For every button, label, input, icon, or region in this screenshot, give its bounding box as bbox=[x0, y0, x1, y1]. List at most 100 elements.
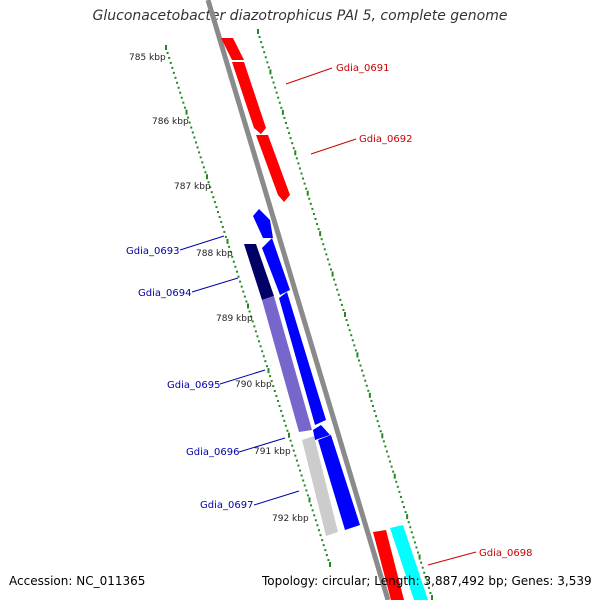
scale-dot bbox=[316, 524, 319, 527]
scale-dot bbox=[239, 280, 242, 283]
scale-dot bbox=[323, 248, 326, 251]
scale-dot bbox=[395, 480, 398, 483]
scale-dot bbox=[317, 529, 320, 532]
scale-dot bbox=[295, 157, 298, 160]
scale-dot bbox=[385, 450, 388, 453]
gene-gdia-0693[interactable] bbox=[253, 209, 273, 238]
scale-dot bbox=[223, 230, 226, 233]
scale-dot bbox=[284, 121, 287, 124]
scale-dot bbox=[371, 404, 374, 407]
scale-dot bbox=[234, 265, 237, 268]
scale-tick bbox=[308, 497, 311, 503]
scale-dot bbox=[190, 126, 193, 129]
gene-gdia-0697[interactable] bbox=[302, 436, 338, 536]
scale-dot bbox=[423, 571, 426, 574]
accession-label: Accession: NC_011365 bbox=[9, 574, 146, 588]
scale-dot bbox=[426, 581, 429, 584]
scale-tick bbox=[247, 303, 249, 309]
scale-tick bbox=[393, 473, 396, 479]
scale-dot bbox=[322, 544, 325, 547]
scale-dot bbox=[373, 410, 376, 413]
scale-dot bbox=[212, 196, 215, 199]
gene-gdia-0697-forward[interactable] bbox=[318, 435, 360, 530]
gene-gdia-0694-forward[interactable] bbox=[262, 238, 290, 295]
scale-dot bbox=[427, 586, 430, 589]
gene-label-gdia-0695[interactable]: Gdia_0695 bbox=[167, 380, 220, 391]
scale-dot bbox=[354, 349, 357, 352]
scale-dot bbox=[180, 96, 183, 99]
gene-gdia-0691-segment-b[interactable] bbox=[232, 62, 266, 134]
scale-dot bbox=[207, 181, 210, 184]
tick-label-789: 789 kbp bbox=[216, 314, 253, 324]
scale-dot bbox=[277, 96, 280, 99]
scale-dot bbox=[297, 464, 300, 467]
scale-tick bbox=[226, 238, 229, 244]
scale-dot bbox=[362, 374, 365, 377]
gene-gdia-0695[interactable] bbox=[262, 296, 312, 432]
scale-dot bbox=[176, 81, 179, 84]
scale-dot bbox=[306, 494, 309, 497]
scale-dot bbox=[209, 186, 212, 189]
gene-gdia-0694[interactable] bbox=[244, 244, 274, 300]
scale-dot bbox=[292, 147, 295, 150]
scale-dot bbox=[204, 171, 207, 174]
scale-dot bbox=[326, 258, 329, 261]
tick-label-790: 790 kbp bbox=[235, 380, 272, 390]
scale-dot bbox=[199, 156, 202, 159]
scale-tick bbox=[418, 554, 421, 560]
scale-dot bbox=[316, 223, 319, 226]
leader-gdia-0696 bbox=[238, 437, 286, 453]
gene-gdia-0692[interactable] bbox=[256, 135, 290, 202]
gene-gdia-0698-cyan[interactable] bbox=[390, 525, 428, 600]
scale-tick bbox=[267, 368, 270, 374]
scale-dot bbox=[312, 212, 315, 215]
scale-dot bbox=[254, 330, 257, 333]
scale-dot bbox=[237, 275, 240, 278]
scale-dot bbox=[240, 285, 243, 288]
scale-dot bbox=[258, 340, 261, 343]
scale-dot bbox=[401, 500, 404, 503]
gene-label-gdia-0692[interactable]: Gdia_0692 bbox=[359, 134, 412, 145]
scale-dot bbox=[337, 293, 340, 296]
scale-dot bbox=[194, 141, 197, 144]
scale-dot bbox=[298, 167, 301, 170]
gene-label-gdia-0694[interactable]: Gdia_0694 bbox=[138, 288, 191, 299]
scale-dot bbox=[351, 339, 354, 342]
gene-label-gdia-0696[interactable]: Gdia_0696 bbox=[186, 447, 239, 458]
scale-dot bbox=[367, 389, 370, 392]
gene-label-gdia-0697[interactable]: Gdia_0697 bbox=[200, 500, 253, 511]
gene-label-gdia-0691[interactable]: Gdia_0691 bbox=[336, 63, 389, 74]
gene-gdia-0695-forward[interactable] bbox=[279, 292, 326, 425]
scale-dot bbox=[382, 440, 385, 443]
scale-dot bbox=[421, 566, 424, 569]
gene-gdia-0691-segment-a[interactable] bbox=[221, 38, 244, 60]
scale-dot bbox=[396, 485, 399, 488]
scale-dot bbox=[399, 495, 402, 498]
scale-dot bbox=[267, 66, 270, 69]
scale-dot bbox=[379, 430, 382, 433]
scale-dot bbox=[217, 211, 220, 214]
scale-dot bbox=[243, 295, 246, 298]
scale-dot bbox=[166, 51, 169, 54]
scale-dot bbox=[259, 345, 262, 348]
scale-dot bbox=[314, 519, 317, 522]
scale-dot bbox=[365, 384, 368, 387]
genome-backbone bbox=[205, 0, 391, 600]
scale-dot bbox=[266, 61, 269, 64]
scale-dot bbox=[303, 484, 306, 487]
scale-dot bbox=[339, 298, 342, 301]
scale-tick bbox=[356, 352, 359, 358]
gene-gdia-0698[interactable] bbox=[373, 530, 404, 600]
gene-label-gdia-0693[interactable]: Gdia_0693 bbox=[126, 246, 179, 257]
gene-label-gdia-0698[interactable]: Gdia_0698 bbox=[479, 548, 532, 559]
scale-tick bbox=[331, 271, 334, 277]
scale-dot bbox=[297, 162, 300, 165]
scale-dot bbox=[242, 290, 245, 293]
scale-dot bbox=[260, 41, 263, 44]
scale-tick bbox=[431, 595, 433, 600]
scale-dot bbox=[322, 243, 325, 246]
gene-gdia-0696-forward[interactable] bbox=[313, 425, 330, 440]
scale-dot bbox=[284, 424, 287, 427]
scale-dot bbox=[321, 539, 324, 542]
scale-dot bbox=[300, 474, 303, 477]
